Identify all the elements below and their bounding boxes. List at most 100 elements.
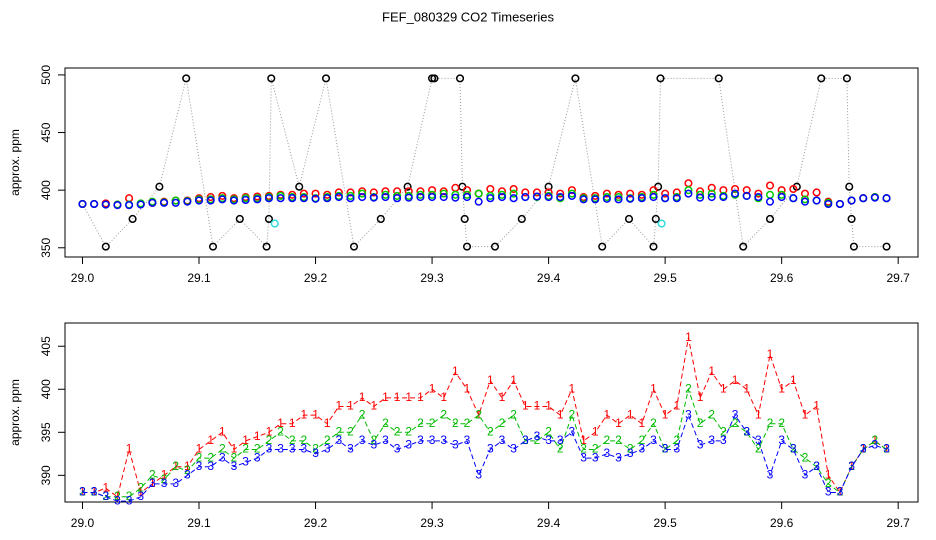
data-point: 3: [534, 429, 541, 443]
data-point: 2: [102, 489, 109, 503]
data-point: 1: [790, 373, 797, 387]
data-point: 2: [499, 416, 506, 430]
data-point: 3: [231, 459, 238, 473]
data-point: [661, 194, 670, 203]
data-point: [136, 200, 145, 209]
y-tick-label: 395: [39, 422, 53, 442]
data-point: [346, 188, 355, 197]
data-point: [381, 187, 390, 196]
data-point: [842, 74, 851, 83]
data-point: [730, 184, 740, 194]
data-point: 1: [429, 381, 436, 395]
data-point: 2: [336, 424, 343, 438]
data-point: 3: [172, 476, 179, 490]
x-tick-label: 29.1: [187, 271, 211, 285]
data-point: 1: [324, 416, 331, 430]
data-point: [509, 184, 518, 194]
data-point: [800, 197, 810, 206]
data-point: 3: [708, 433, 715, 447]
data-point: 2: [301, 433, 308, 447]
data-point: [264, 214, 273, 224]
data-point: 2: [510, 407, 517, 421]
data-point: 3: [510, 442, 517, 456]
data-point: [651, 214, 660, 224]
series-line: [82, 387, 887, 498]
data-point: [439, 189, 448, 198]
data-point: 1: [452, 364, 459, 378]
data-point: 1: [697, 390, 704, 404]
data-point: [253, 195, 262, 204]
x-tick-label: 29.0: [71, 271, 95, 285]
data-point: [490, 242, 500, 251]
data-point: [101, 242, 110, 251]
data-point: 2: [161, 472, 168, 486]
data-point: 3: [802, 467, 809, 481]
data-point: [206, 196, 215, 205]
data-point: [800, 189, 810, 198]
data-point: 1: [475, 407, 482, 421]
data-point: [789, 194, 798, 203]
plot-box: [64, 322, 919, 503]
data-point: 2: [184, 463, 191, 477]
data-point: 2: [592, 442, 599, 456]
data-point: 3: [569, 424, 576, 438]
data-point: [381, 193, 390, 202]
data-point: [376, 214, 385, 224]
data-point: [817, 74, 826, 83]
data-point: 1: [604, 407, 611, 421]
data-point: 1: [743, 381, 750, 395]
data-point: [393, 194, 402, 203]
data-point: [241, 195, 250, 205]
data-point: 3: [370, 437, 377, 451]
data-point: [403, 182, 412, 191]
data-point: [311, 194, 320, 203]
data-point: 1: [126, 442, 133, 456]
data-point: 2: [417, 416, 424, 430]
data-point: [556, 189, 565, 198]
data-point: 1: [172, 459, 179, 473]
data-point: 1: [534, 399, 541, 413]
data-point: 1: [557, 407, 564, 421]
data-point: 3: [301, 442, 308, 456]
data-point: [451, 193, 460, 202]
data-point: [556, 193, 565, 202]
data-point: [521, 188, 530, 197]
data-point: 1: [615, 416, 622, 430]
data-point: [462, 193, 472, 202]
y-tick-label: 400: [39, 379, 53, 399]
data-point: [208, 242, 218, 251]
data-point: 1: [394, 390, 401, 404]
data-point: [404, 193, 413, 202]
data-point: [451, 183, 460, 192]
data-point: [299, 194, 308, 203]
data-point: 3: [149, 476, 156, 490]
data-point: 2: [475, 407, 482, 421]
data-point: [497, 187, 507, 196]
x-tick-label: 29.2: [304, 516, 328, 530]
data-point: [696, 193, 705, 202]
data-point: [262, 242, 271, 251]
data-point: [311, 189, 320, 198]
data-point: 1: [662, 407, 669, 421]
data-point: 1: [720, 381, 727, 395]
series-line: [82, 337, 887, 498]
data-point: [812, 188, 821, 197]
data-point: 1: [370, 399, 377, 413]
data-point: 2: [872, 433, 879, 447]
data-point: 2: [347, 424, 354, 438]
data-point: 3: [872, 437, 879, 451]
data-point: [295, 182, 304, 191]
data-point: 1: [219, 424, 226, 438]
data-point: 3: [161, 476, 168, 490]
data-point: 2: [720, 424, 727, 438]
data-point: 2: [743, 424, 750, 438]
data-point: [521, 193, 530, 202]
data-point: 3: [289, 442, 296, 456]
data-point: [532, 192, 541, 201]
data-point: 1: [685, 330, 692, 344]
data-point: 3: [662, 442, 669, 456]
data-point: 2: [708, 407, 715, 421]
data-point: 3: [697, 437, 704, 451]
data-point: 1: [767, 347, 774, 361]
data-point: 3: [207, 459, 214, 473]
